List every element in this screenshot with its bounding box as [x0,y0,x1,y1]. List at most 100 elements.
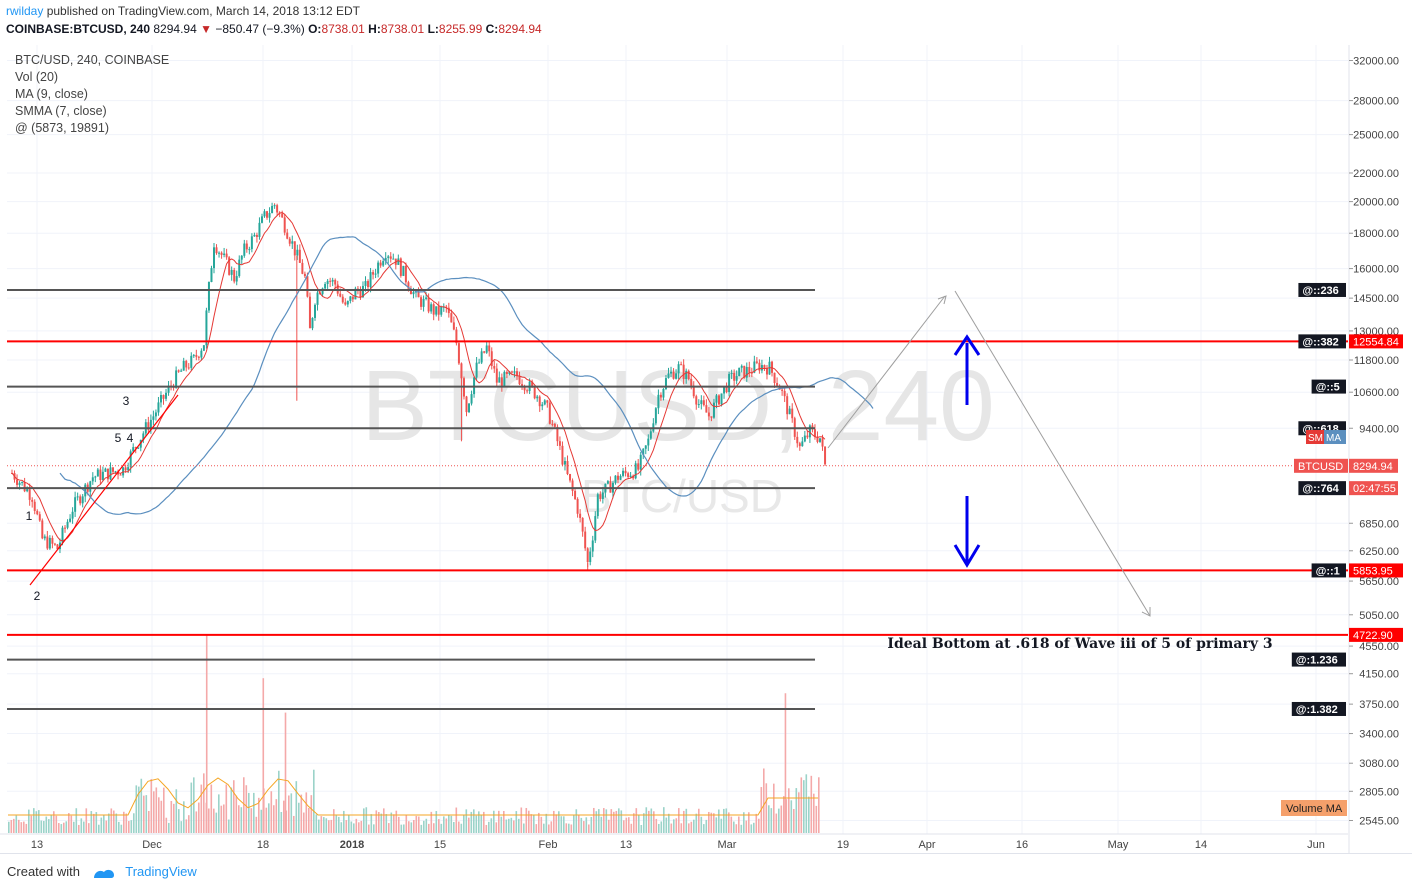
candle-body [788,408,791,415]
ma-line [11,211,826,542]
candle-body [536,396,539,399]
candle-body [619,475,622,480]
candle-body [480,351,483,363]
candle-body [710,416,713,418]
candle-body [276,205,279,213]
volume-bar [328,820,330,833]
candle-body [440,306,443,315]
volume-bar [540,816,543,833]
volume-bar [728,812,730,833]
candle-body [488,345,491,352]
symbol-line: COINBASE:BTCUSD, 240 [6,22,151,36]
volume-bar [490,818,493,833]
legend-symbol[interactable]: BTC/USD, 240, COINBASE [15,53,170,67]
candle-body [149,419,152,430]
volume-bar [103,815,105,833]
candle-body [288,238,291,244]
volume-bar [493,810,495,833]
candle-body [765,368,768,375]
volume-bar [105,820,108,833]
time-axis[interactable]: 13 Dec 18 2018 15 Feb 13 Mar 19 Apr 16 May 14 Jun [0,833,1348,851]
volume-bar [35,811,38,833]
candle-body [437,306,440,315]
projection-line-down[interactable] [954,290,1151,617]
volume-bar [13,818,15,833]
volume-bar [318,819,320,833]
x-tick-label: 14 [1195,839,1207,851]
volume-bar [262,678,265,833]
volume-bar [170,800,173,833]
volume-bar [398,816,400,833]
candle-body [735,376,738,381]
candle-body [210,268,213,283]
candle-body [154,412,157,417]
candle-body [369,272,372,288]
volume-bar [628,817,630,833]
candle-body [662,388,665,398]
volume-bar [118,821,120,833]
volume-bar [743,812,745,833]
y-tick-label: 6250.00 [1359,546,1399,558]
high-label: H: [368,22,381,36]
volume-bar [640,824,643,833]
close-label: C: [485,22,499,36]
volume-bar [238,805,240,833]
volume-bar [155,787,158,833]
volume-bar [528,810,530,833]
volume-bar [358,822,360,833]
candle-body [781,389,784,391]
volume-bar [675,818,678,833]
candle-body [64,527,67,529]
candle-body [260,216,263,223]
candle-body [127,467,130,471]
volume-bar [663,807,665,833]
candle-body [521,384,524,386]
tradingview-brand[interactable]: TradingView [125,864,197,879]
trend-line[interactable] [29,394,179,586]
candle-body [250,236,253,250]
volume-bar [418,816,420,833]
projection-line-up[interactable] [827,295,946,449]
volume-bar [588,824,590,833]
author-link[interactable]: rwilday [6,4,44,18]
volume-bar [723,808,725,833]
legend-smma[interactable]: SMMA (7, close) [15,104,107,118]
ma-tag [1306,430,1324,445]
legend-volume[interactable]: Vol (20) [15,70,59,84]
candle-body [225,253,228,258]
candle-body [339,293,342,297]
candle-body [505,371,508,375]
candle-body [293,241,296,256]
volume-bar [538,812,540,833]
volume-bar [448,814,450,833]
volume-bar [50,814,53,833]
price-axis[interactable]: 32000.00 28000.00 25000.00 22000.00 20000.00… [1281,45,1403,853]
candle-body [33,501,36,511]
axis-price-tag [1349,627,1403,642]
volume-bar [93,813,95,833]
open-label: O: [308,22,322,36]
volume-bar [140,778,143,833]
candle-body [351,296,354,300]
candle-body [286,232,289,239]
legend-ma[interactable]: MA (9, close) [15,87,88,101]
candle-body [715,395,718,403]
volume-ma-tag-text: Volume MA [1286,803,1343,815]
volume-bar [290,793,293,833]
candle-body [245,243,248,250]
candle-body [218,252,221,254]
candle-body [510,371,513,373]
axis-price-tag-text: 4722.90 [1353,630,1393,642]
high-value: 8738.01 [380,22,425,36]
candle-body [46,536,49,549]
volume-bar [138,786,140,833]
volume-bar [513,820,515,833]
down-triangle-icon: ▼ [200,22,212,36]
volume-bar [58,823,60,833]
volume-bar [383,808,385,833]
volume-bar [593,807,595,833]
legend-fib[interactable]: @ (5873, 19891) [15,121,110,135]
y-tick-label: 9400.00 [1359,423,1399,435]
open-value: 8738.01 [321,22,365,36]
